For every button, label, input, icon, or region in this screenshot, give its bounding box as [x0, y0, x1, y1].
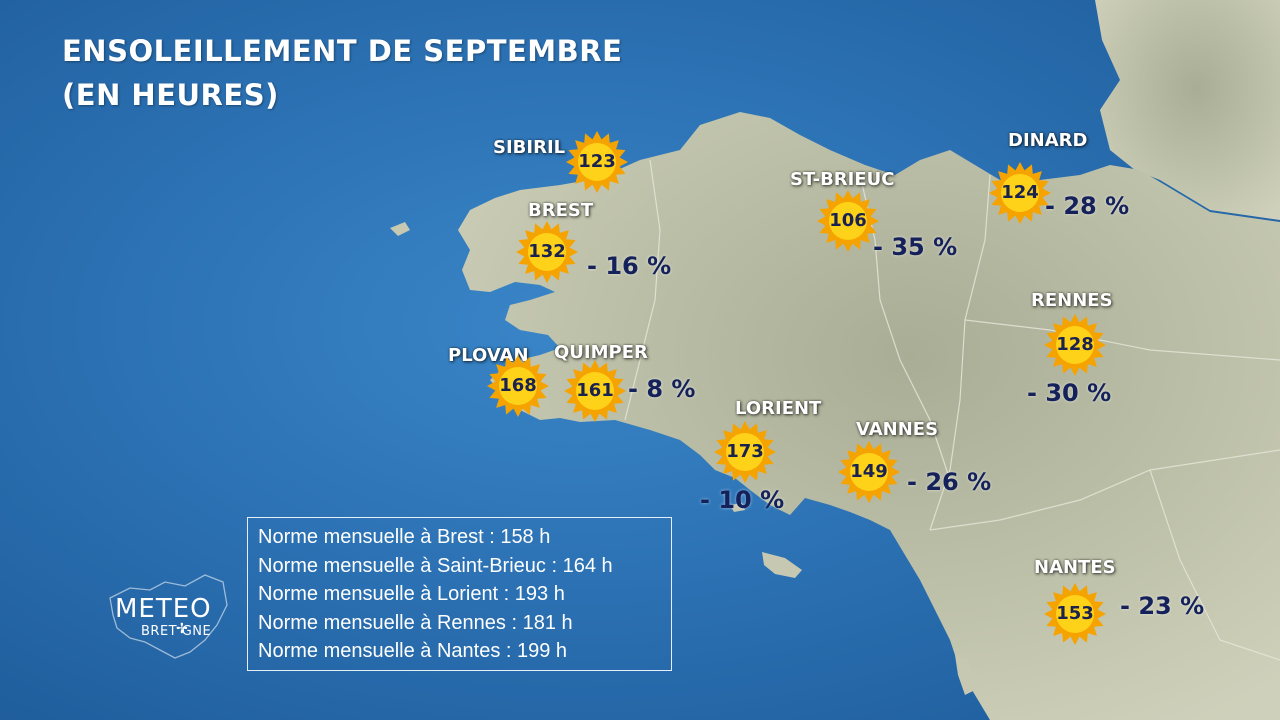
- sun-sibiril: 123: [565, 130, 629, 194]
- anomaly-vannes: - 26 %: [907, 468, 992, 496]
- city-label-lorient: LORIENT: [735, 398, 822, 419]
- island-ouessant: [390, 222, 410, 236]
- city-label-nantes: NANTES: [1034, 557, 1116, 578]
- sun-icon: [487, 355, 549, 417]
- sun-brest: 132: [515, 220, 579, 284]
- sun-plovan: 168: [486, 354, 550, 418]
- sun-icon: [817, 190, 879, 252]
- sun-value-brest: 132: [528, 241, 566, 262]
- anomaly-lorient: - 10 %: [700, 486, 785, 514]
- sun-value-rennes: 128: [1056, 334, 1094, 355]
- city-label-st-brieuc: ST-BRIEUC: [790, 169, 895, 190]
- sun-vannes: 149: [837, 440, 901, 504]
- meteo-bretagne-logo: METEO BRET GNE ✢: [105, 570, 235, 665]
- brittany-outline-icon: [109, 574, 228, 659]
- norm-rennes: Norme mensuelle à Rennes : 181 h: [258, 611, 573, 634]
- city-label-quimper: QUIMPER: [554, 342, 648, 363]
- sun-value-st-brieuc: 106: [829, 210, 867, 231]
- sun-value-lorient: 173: [726, 441, 764, 462]
- logo-text-bretagne: BRET GNE: [141, 624, 212, 639]
- island-noirmoutier: [955, 655, 975, 695]
- city-label-dinard: DINARD: [1008, 130, 1088, 151]
- sun-lorient: 173: [713, 420, 777, 484]
- island-belle-ile: [762, 552, 802, 578]
- sun-icon: [1044, 583, 1106, 645]
- anomaly-quimper: - 8 %: [628, 375, 696, 403]
- anomaly-nantes: - 23 %: [1120, 592, 1205, 620]
- sun-nantes: 153: [1043, 582, 1107, 646]
- sun-value-vannes: 149: [850, 461, 888, 482]
- city-label-brest: BREST: [528, 200, 594, 221]
- sun-rennes: 128: [1043, 313, 1107, 377]
- sun-st-brieuc: 106: [816, 189, 880, 253]
- sun-icon: [516, 221, 578, 283]
- sun-icon: [564, 360, 626, 422]
- sun-icon: [714, 421, 776, 483]
- island-groix: [730, 503, 745, 512]
- map-title-line1: ENSOLEILLEMENT DE SEPTEMBRE: [62, 34, 623, 68]
- ermine-icon: ✢: [176, 621, 188, 637]
- norm-nantes: Norme mensuelle à Nantes : 199 h: [258, 640, 568, 662]
- sun-icon: [1044, 314, 1106, 376]
- sun-icon: [838, 441, 900, 503]
- monthly-norms-box: Norme mensuelle à Brest : 158 h Norme me…: [247, 517, 672, 671]
- sun-value-dinard: 124: [1001, 182, 1039, 203]
- sun-value-sibiril: 123: [578, 151, 616, 172]
- sun-value-plovan: 168: [499, 375, 537, 396]
- sun-value-nantes: 153: [1056, 603, 1094, 624]
- sun-icon: [989, 162, 1051, 224]
- anomaly-dinard: - 28 %: [1045, 192, 1130, 220]
- anomaly-brest: - 16 %: [587, 252, 672, 280]
- sun-dinard: 124: [988, 161, 1052, 225]
- sun-value-quimper: 161: [576, 380, 614, 401]
- anomaly-rennes: - 30 %: [1027, 379, 1112, 407]
- anomaly-st-brieuc: - 35 %: [873, 233, 958, 261]
- norm-saint-brieuc: Norme mensuelle à Saint-Brieuc : 164 h: [258, 554, 613, 577]
- city-label-sibiril: SIBIRIL: [493, 137, 566, 158]
- brittany-land: [458, 112, 1280, 720]
- logo-text-meteo: METEO: [115, 594, 212, 624]
- department-borders: [624, 159, 1280, 661]
- sun-quimper: 161: [563, 359, 627, 423]
- normandy-coast: [1095, 0, 1280, 220]
- norm-lorient: Norme mensuelle à Lorient : 193 h: [258, 583, 565, 605]
- sun-icon: [566, 131, 628, 193]
- city-label-rennes: RENNES: [1031, 290, 1113, 311]
- map-title-line2: (EN HEURES): [62, 78, 279, 112]
- city-label-vannes: VANNES: [856, 419, 939, 440]
- norm-brest: Norme mensuelle à Brest : 158 h: [258, 526, 551, 548]
